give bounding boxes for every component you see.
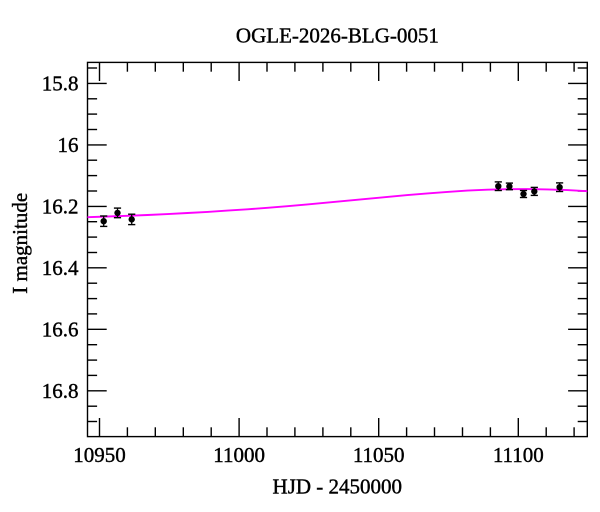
svg-text:16.8: 16.8 [42,379,79,403]
svg-text:OGLE-2026-BLG-0051: OGLE-2026-BLG-0051 [236,23,439,47]
svg-text:11000: 11000 [213,443,265,467]
svg-text:16.6: 16.6 [42,317,79,341]
svg-text:16: 16 [58,133,79,157]
svg-text:11050: 11050 [353,443,405,467]
svg-text:16.4: 16.4 [42,256,79,280]
svg-text:16.2: 16.2 [42,194,79,218]
svg-text:10950: 10950 [73,443,126,467]
svg-text:HJD - 2450000: HJD - 2450000 [273,475,403,499]
svg-text:I magnitude: I magnitude [8,193,32,294]
svg-text:11100: 11100 [493,443,544,467]
svg-text:15.8: 15.8 [42,71,79,95]
